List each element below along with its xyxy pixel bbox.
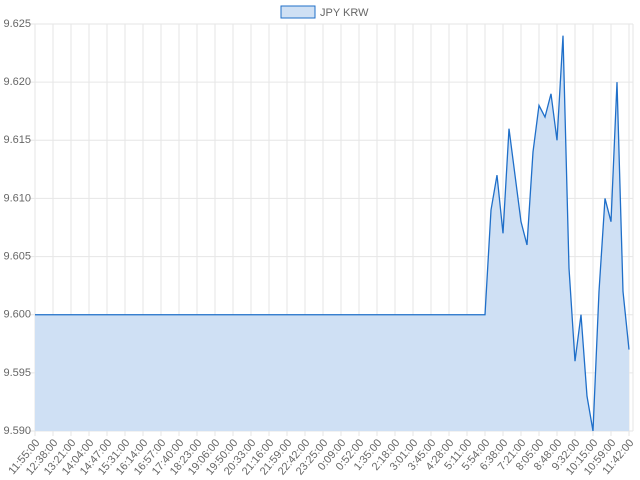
y-tick-label: 9.600 — [3, 309, 31, 321]
y-tick-label: 9.625 — [3, 18, 31, 30]
line — [35, 35, 630, 432]
y-tick-label: 9.615 — [3, 134, 31, 146]
y-tick-label: 9.590 — [3, 425, 31, 437]
y-tick-label: 9.595 — [3, 367, 31, 379]
legend-label: JPY KRW — [320, 7, 369, 19]
y-tick-label: 9.620 — [3, 76, 31, 88]
area — [35, 35, 629, 431]
y-tick-label: 9.610 — [3, 192, 31, 204]
legend-swatch — [280, 5, 316, 19]
y-tick-label: 9.605 — [3, 250, 31, 262]
